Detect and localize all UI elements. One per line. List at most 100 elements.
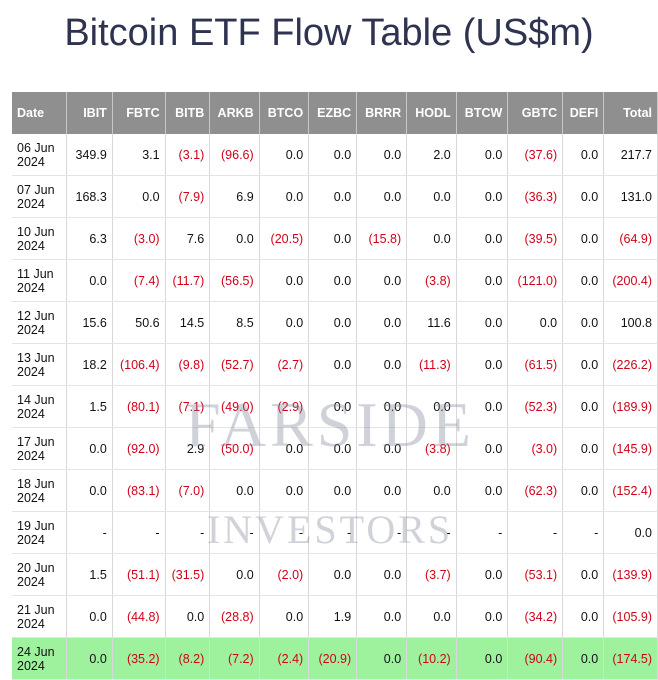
flow-cell-ezbc: 0.0	[308, 385, 358, 428]
table-row: 20 Jun 2024 1.5 (51.1) (31.5) 0.0 (2.0) 0.0 0.0…	[12, 553, 658, 596]
flow-cell-defi: 0.0	[562, 637, 605, 680]
flow-cell-btcw: 0.0	[456, 385, 509, 428]
table-row: 11 Jun 2024 0.0 (7.4) (11.7) (56.5) 0.0 0.0 0.0…	[12, 259, 658, 302]
flow-cell-defi: -	[562, 511, 605, 554]
flow-cell-total: 0.0	[603, 511, 658, 554]
column-header-hodl: HODL	[406, 92, 457, 134]
flow-cell-ibit: 1.5	[66, 385, 113, 428]
flow-cell-ibit: 6.3	[66, 217, 113, 260]
flow-cell-arkb: (52.7)	[209, 343, 260, 386]
flow-cell-btco: 0.0	[259, 595, 310, 638]
table-row: 14 Jun 2024 1.5 (80.1) (7.1) (49.0) (2.9) 0.0 0…	[12, 385, 658, 428]
date-cell: 19 Jun 2024	[12, 511, 67, 554]
flow-cell-fbtc: -	[112, 511, 166, 554]
date-cell: 24 Jun 2024	[12, 637, 67, 680]
flow-cell-brrr: 0.0	[356, 553, 408, 596]
flow-cell-total: 131.0	[603, 175, 658, 218]
flow-cell-gbtc: (3.0)	[507, 427, 564, 470]
flow-cell-ibit: 349.9	[66, 134, 113, 176]
flow-cell-btco: (2.4)	[259, 637, 310, 680]
flow-cell-arkb: (49.0)	[209, 385, 260, 428]
date-cell: 07 Jun 2024	[12, 175, 67, 218]
flow-cell-gbtc: (52.3)	[507, 385, 564, 428]
flow-cell-ezbc: 0.0	[308, 553, 358, 596]
table-row: 12 Jun 2024 15.6 50.6 14.5 8.5 0.0 0.0 0.0 11.6 0…	[12, 301, 658, 344]
flow-cell-ezbc: 0.0	[308, 427, 358, 470]
flow-cell-arkb: (7.2)	[209, 637, 260, 680]
flow-cell-btco: 0.0	[259, 427, 310, 470]
flow-cell-defi: 0.0	[562, 134, 605, 176]
flow-cell-gbtc: -	[507, 511, 564, 554]
flow-cell-gbtc: (37.6)	[507, 134, 564, 176]
flow-cell-defi: 0.0	[562, 469, 605, 512]
flow-cell-bitb: (3.1)	[165, 134, 211, 176]
flow-cell-brrr: 0.0	[356, 595, 408, 638]
flow-cell-brrr: 0.0	[356, 427, 408, 470]
flow-cell-fbtc: (80.1)	[112, 385, 166, 428]
flow-cell-arkb: 0.0	[209, 217, 260, 260]
flow-cell-defi: 0.0	[562, 343, 605, 386]
flow-cell-bitb: 2.9	[165, 427, 211, 470]
flow-cell-defi: 0.0	[562, 553, 605, 596]
table-row: 17 Jun 2024 0.0 (92.0) 2.9 (50.0) 0.0 0.0 0.0 (3…	[12, 427, 658, 470]
flow-cell-hodl: (3.8)	[406, 259, 457, 302]
flow-cell-ezbc: 0.0	[308, 301, 358, 344]
flow-cell-btco: (2.7)	[259, 343, 310, 386]
flow-cell-fbtc: (92.0)	[112, 427, 166, 470]
flow-cell-defi: 0.0	[562, 427, 605, 470]
flow-cell-gbtc: (121.0)	[507, 259, 564, 302]
flow-cell-ezbc: -	[308, 511, 358, 554]
flow-cell-total: (189.9)	[603, 385, 658, 428]
flow-cell-arkb: (96.6)	[209, 134, 260, 176]
flow-cell-total: (105.9)	[603, 595, 658, 638]
table-row: 10 Jun 2024 6.3 (3.0) 7.6 0.0 (20.5) 0.0 (15.8)…	[12, 217, 658, 260]
flow-cell-hodl: 2.0	[406, 134, 457, 176]
flow-cell-brrr: 0.0	[356, 175, 408, 218]
table-row: 21 Jun 2024 0.0 (44.8) 0.0 (28.8) 0.0 1.9 0.0 0.…	[12, 595, 658, 638]
flow-cell-defi: 0.0	[562, 385, 605, 428]
date-cell: 20 Jun 2024	[12, 553, 67, 596]
flow-cell-ibit: 0.0	[66, 595, 113, 638]
table-row: 07 Jun 2024 168.3 0.0 (7.9) 6.9 0.0 0.0 0.0 0.0 0…	[12, 175, 658, 218]
date-cell: 21 Jun 2024	[12, 595, 67, 638]
column-header-total: Total	[603, 92, 658, 134]
flow-cell-gbtc: 0.0	[507, 301, 564, 344]
flow-cell-btcw: 0.0	[456, 595, 509, 638]
flow-cell-ezbc: 0.0	[308, 343, 358, 386]
flow-cell-bitb: (7.1)	[165, 385, 211, 428]
flow-cell-arkb: (28.8)	[209, 595, 260, 638]
flow-cell-arkb: 0.0	[209, 469, 260, 512]
flow-cell-ibit: -	[66, 511, 113, 554]
flow-cell-bitb: (7.9)	[165, 175, 211, 218]
flow-cell-ezbc: 0.0	[308, 175, 358, 218]
column-header-ezbc: EZBC	[308, 92, 358, 134]
flow-cell-btco: -	[259, 511, 310, 554]
flow-cell-bitb: 7.6	[165, 217, 211, 260]
flow-cell-btcw: 0.0	[456, 175, 509, 218]
flow-cell-btco: 0.0	[259, 469, 310, 512]
flow-cell-ibit: 18.2	[66, 343, 113, 386]
flow-cell-btcw: 0.0	[456, 553, 509, 596]
flow-cell-fbtc: (3.0)	[112, 217, 166, 260]
flow-cell-gbtc: (34.2)	[507, 595, 564, 638]
flow-cell-gbtc: (39.5)	[507, 217, 564, 260]
flow-cell-btcw: 0.0	[456, 637, 509, 680]
flow-cell-arkb: 0.0	[209, 553, 260, 596]
column-header-gbtc: GBTC	[507, 92, 564, 134]
flow-cell-bitb: 0.0	[165, 595, 211, 638]
flow-cell-btcw: -	[456, 511, 509, 554]
flow-cell-gbtc: (90.4)	[507, 637, 564, 680]
flow-cell-bitb: 14.5	[165, 301, 211, 344]
flow-cell-bitb: (31.5)	[165, 553, 211, 596]
column-header-ibit: IBIT	[66, 92, 113, 134]
flow-cell-fbtc: 3.1	[112, 134, 166, 176]
flow-cell-defi: 0.0	[562, 175, 605, 218]
flow-cell-ezbc: (20.9)	[308, 637, 358, 680]
flow-cell-fbtc: (51.1)	[112, 553, 166, 596]
column-header-arkb: ARKB	[209, 92, 260, 134]
table-header-row: Date IBIT FBTC BITB ARKB BTCO EZBC BRRR HODL BTCW…	[12, 92, 658, 134]
flow-cell-gbtc: (36.3)	[507, 175, 564, 218]
page-title: Bitcoin ETF Flow Table (US$m)	[64, 12, 594, 54]
flow-cell-total: (174.5)	[603, 637, 658, 680]
flow-cell-fbtc: (35.2)	[112, 637, 166, 680]
